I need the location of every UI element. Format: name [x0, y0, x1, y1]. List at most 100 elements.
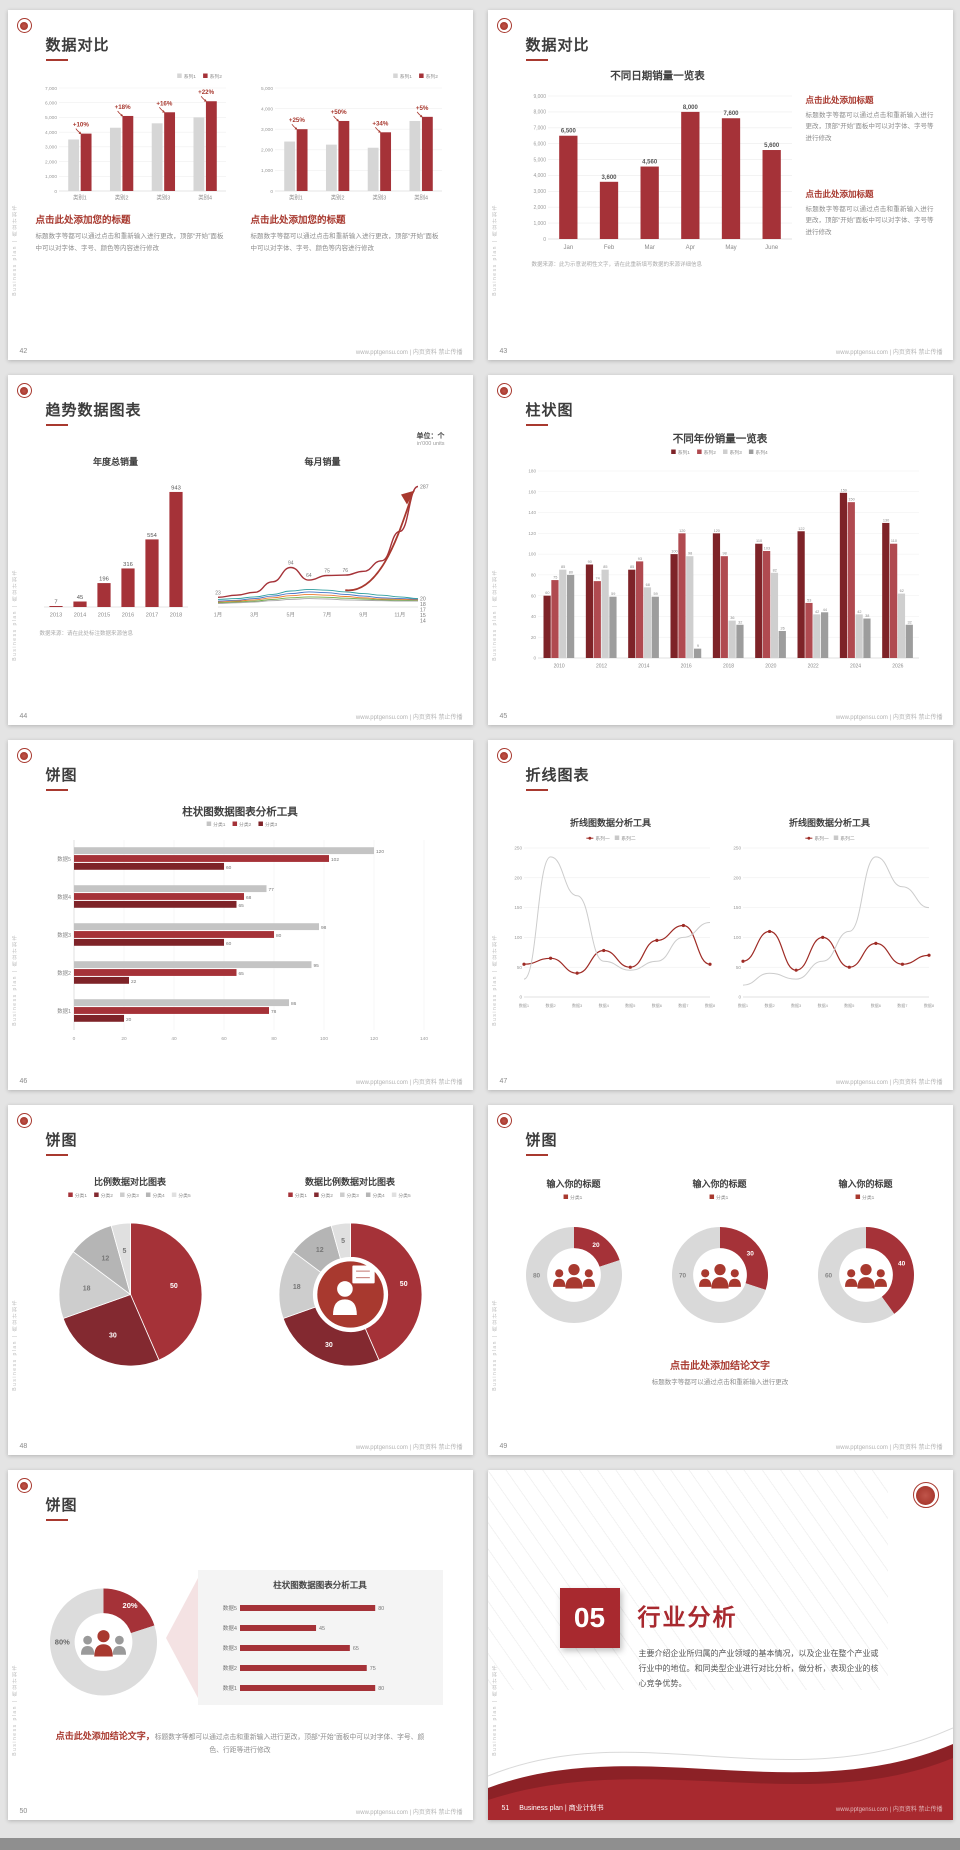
chart-title: 柱状图数据图表分析工具 [182, 806, 298, 818]
panel-title: 柱状图数据图表分析工具 [273, 1580, 367, 1590]
slide-title: 饼图 [525, 1132, 558, 1149]
bar-chart-title: 年度总销量 [92, 457, 138, 467]
brand-seal-icon [912, 1482, 939, 1508]
svg-text:36: 36 [730, 616, 734, 620]
brand-seal-icon [496, 383, 512, 398]
caption-body: 标题数字等都可以通过点击和重新输入进行更改，顶部“开始”面板中可以对字体、字号、… [35, 233, 224, 252]
data-source-note: 数据来源：此为示意说明性文字，请在此重新填写数据的来源详细信息 [531, 262, 703, 268]
caption-body: 标题数字等都可以通过点击和重新输入进行更改，顶部“开始”面板中可以对字体、字号、… [250, 233, 439, 252]
svg-text:45: 45 [319, 1626, 325, 1632]
svg-text:分类4: 分类4 [372, 1192, 385, 1199]
brand-seal-icon [16, 1113, 32, 1128]
svg-text:75: 75 [553, 576, 557, 580]
svg-text:Mar: Mar [644, 245, 654, 251]
svg-text:80: 80 [378, 1686, 384, 1692]
svg-text:20: 20 [592, 1242, 600, 1249]
svg-text:类别3: 类别3 [372, 194, 386, 202]
slide-header: 饼图 [45, 1494, 78, 1521]
svg-text:60: 60 [221, 1036, 227, 1042]
svg-text:150: 150 [514, 905, 522, 910]
line-chart-right: 系列一 系列二 250 200 150 100 50 0 数据1 数据2 数据3 数据4 数据5 数据6 数… [725, 832, 935, 1010]
svg-text:系列1: 系列1 [677, 449, 690, 456]
svg-text:80: 80 [530, 572, 536, 577]
svg-text:数据4: 数据4 [57, 893, 71, 901]
slide-43-data-comparison: Business plan | 商业计划书 数据对比 不同日期销量一览表 9,0… [487, 10, 953, 360]
svg-text:44: 44 [822, 608, 826, 612]
brand-seal-icon [16, 18, 32, 33]
svg-text:May: May [725, 245, 736, 251]
svg-text:200: 200 [733, 875, 741, 880]
beam-connector-shape [165, 1578, 198, 1698]
svg-text:60: 60 [226, 865, 232, 871]
svg-text:100: 100 [514, 935, 522, 940]
donut-chart-title: 数据比例数据对比图表 [304, 1177, 395, 1187]
svg-text:3,600: 3,600 [601, 175, 617, 181]
svg-text:类别2: 类别2 [330, 194, 344, 202]
svg-text:100: 100 [671, 550, 677, 554]
svg-text:160: 160 [528, 489, 536, 494]
title-underline [45, 1519, 68, 1521]
grouped-bar-chart-right: 系列1 系列2 5,000 4,000 3,000 2,000 1,000 0 类别1 +25% 类… [248, 70, 446, 202]
svg-text:+16%: +16% [156, 100, 172, 107]
svg-text:分类1: 分类1 [74, 1192, 87, 1199]
svg-text:类别3: 类别3 [156, 194, 170, 202]
slide-46-horizontal-bars: Business plan | 商业计划书 饼图 柱状图数据图表分析工具 分类1… [7, 740, 473, 1090]
page-number: 49 [499, 1443, 508, 1450]
svg-text:60: 60 [545, 591, 549, 595]
pie-chart-title: 比例数据对比图表 [93, 1177, 166, 1187]
svg-text:Jan: Jan [563, 245, 573, 251]
svg-text:15: 15 [420, 613, 426, 619]
svg-text:数据5: 数据5 [57, 855, 71, 863]
svg-text:0: 0 [519, 995, 522, 1000]
footer-watermark: www.pptgensu.com | 内页资料 禁止传播 [835, 350, 943, 356]
svg-text:4,000: 4,000 [260, 106, 272, 112]
title-underline [45, 789, 68, 791]
svg-text:分类5: 分类5 [398, 1192, 411, 1199]
svg-text:85: 85 [560, 565, 564, 569]
svg-text:60: 60 [226, 941, 232, 947]
svg-text:2026: 2026 [892, 664, 903, 670]
svg-text:68: 68 [645, 583, 649, 587]
grouped-bar-chart-left: 系列1 系列2 7,000 6,000 5,000 4,000 3,000 2,000 1,00… [32, 70, 230, 202]
svg-text:110: 110 [890, 539, 896, 543]
svg-text:250: 250 [733, 846, 741, 851]
footer-watermark: www.pptgensu.com | 内页资料 禁止传播 [835, 1080, 943, 1086]
slide-44-trend-charts: Business plan | 商业计划书 趋势数据图表 单位：个 in'000… [7, 375, 473, 725]
annual-sales-bar-chart: 2013 7 2014 45 2015 196 2016 316 2017 554 2018 943 [40, 471, 192, 619]
chart-title: 不同日期销量一览表 [610, 70, 705, 82]
svg-text:50: 50 [399, 1281, 407, 1288]
conclusion-body: 标题数字等都可以通过点击和重新输入进行更改 [651, 1379, 789, 1386]
svg-text:分类2: 分类2 [239, 821, 252, 828]
page-number: 51 [501, 1804, 510, 1812]
brand-seal-icon [496, 18, 512, 33]
svg-text:32: 32 [907, 620, 911, 624]
vertical-brand-label: Business plan | 商业计划书 [11, 204, 18, 296]
svg-text:86: 86 [291, 1001, 297, 1007]
slide-footer: 47 www.pptgensu.com | 内页资料 禁止传播 [500, 1077, 943, 1086]
svg-text:60: 60 [530, 593, 536, 598]
svg-text:9月: 9月 [359, 612, 367, 619]
svg-text:50: 50 [516, 965, 522, 970]
svg-text:2018: 2018 [169, 613, 181, 619]
svg-text:数据8: 数据8 [923, 1002, 934, 1008]
svg-text:12: 12 [101, 1255, 109, 1262]
svg-text:103: 103 [763, 546, 769, 550]
svg-text:120: 120 [369, 1036, 377, 1042]
svg-text:7,600: 7,600 [723, 111, 739, 117]
svg-text:数据2: 数据2 [764, 1002, 775, 1008]
svg-text:3,000: 3,000 [533, 189, 546, 195]
svg-text:2014: 2014 [73, 613, 85, 619]
svg-text:80: 80 [276, 933, 282, 939]
caption-block-right: 点击此处添加您的标题 标题数字等都可以通过点击和重新输入进行更改，顶部“开始”面… [251, 212, 439, 254]
svg-text:26: 26 [780, 626, 784, 630]
svg-text:2016: 2016 [680, 664, 691, 670]
brand-seal-icon [16, 1478, 32, 1493]
line-chart-title: 每月销量 [304, 457, 341, 467]
conclusion-title: 点击此处添加结论文字， [55, 1731, 155, 1741]
slide-footer: 42 www.pptgensu.com | 内页资料 禁止传播 [20, 347, 463, 356]
svg-text:分类5: 分类5 [178, 1192, 191, 1199]
svg-text:Feb: Feb [603, 245, 614, 251]
donut-chart-2: 分类1 30 70 [654, 1191, 786, 1341]
svg-text:62: 62 [899, 589, 903, 593]
